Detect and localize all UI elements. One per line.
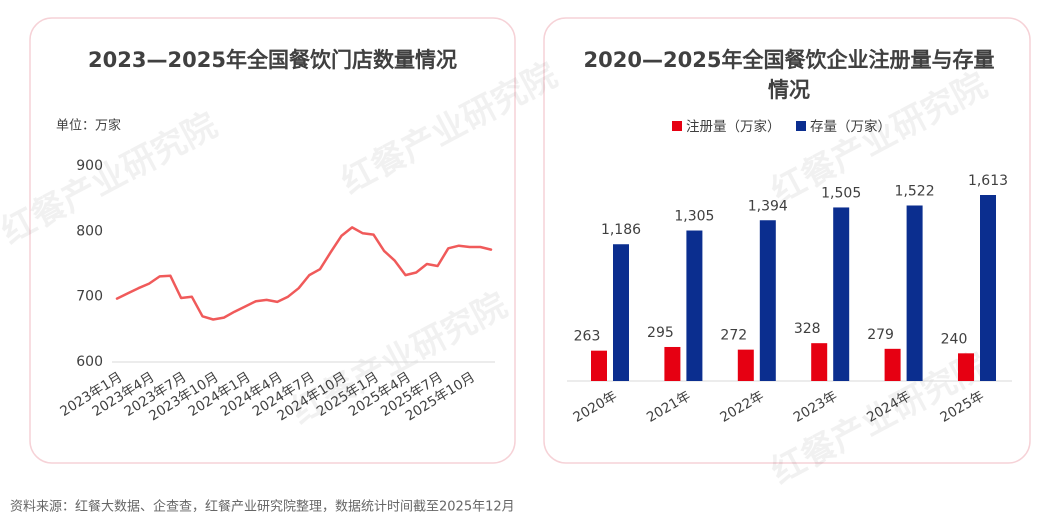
card: [29, 17, 516, 464]
value-label: 1,505: [821, 185, 861, 201]
legend-label: 注册量（万家）: [686, 118, 781, 135]
value-label: 1,305: [674, 209, 714, 225]
value-label: 272: [720, 328, 747, 344]
legend-label: 存量（万家）: [810, 118, 891, 135]
bar: [591, 350, 607, 381]
y-tick-label: 900: [76, 158, 103, 174]
value-label: 240: [941, 331, 968, 347]
value-label: 279: [867, 327, 894, 343]
bar: [980, 195, 996, 381]
legend-swatch: [796, 121, 806, 131]
chart-title: 2020—2025年全国餐饮企业注册量与存量情况: [583, 48, 995, 102]
value-label: 1,394: [748, 198, 788, 214]
bar: [686, 230, 703, 381]
y-tick-label: 600: [76, 354, 103, 370]
y-tick-label: 700: [76, 289, 103, 305]
value-label: 1,613: [968, 173, 1008, 189]
bar: [884, 348, 901, 381]
bar: [811, 343, 828, 381]
bar: [906, 205, 923, 381]
y-tick-label: 800: [76, 223, 103, 239]
bar: [737, 349, 754, 381]
value-label: 1,186: [601, 222, 641, 238]
value-label: 1,522: [895, 183, 935, 199]
value-label: 295: [647, 325, 674, 341]
value-label: 263: [574, 329, 601, 345]
unit-label: 单位：万家: [56, 118, 121, 134]
bar: [759, 220, 776, 381]
bar: [958, 353, 974, 381]
bar: [664, 346, 681, 381]
bar: [613, 244, 629, 381]
bar: [833, 207, 850, 381]
chart-title: 2023—2025年全国餐饮门店数量情况: [88, 48, 457, 72]
source: 资料来源：红餐大数据、企查查，红餐产业研究院整理，数据统计时间截至2025年12…: [10, 499, 515, 515]
line: [115, 226, 493, 321]
value-label: 328: [794, 321, 821, 337]
legend-swatch: [672, 121, 682, 131]
